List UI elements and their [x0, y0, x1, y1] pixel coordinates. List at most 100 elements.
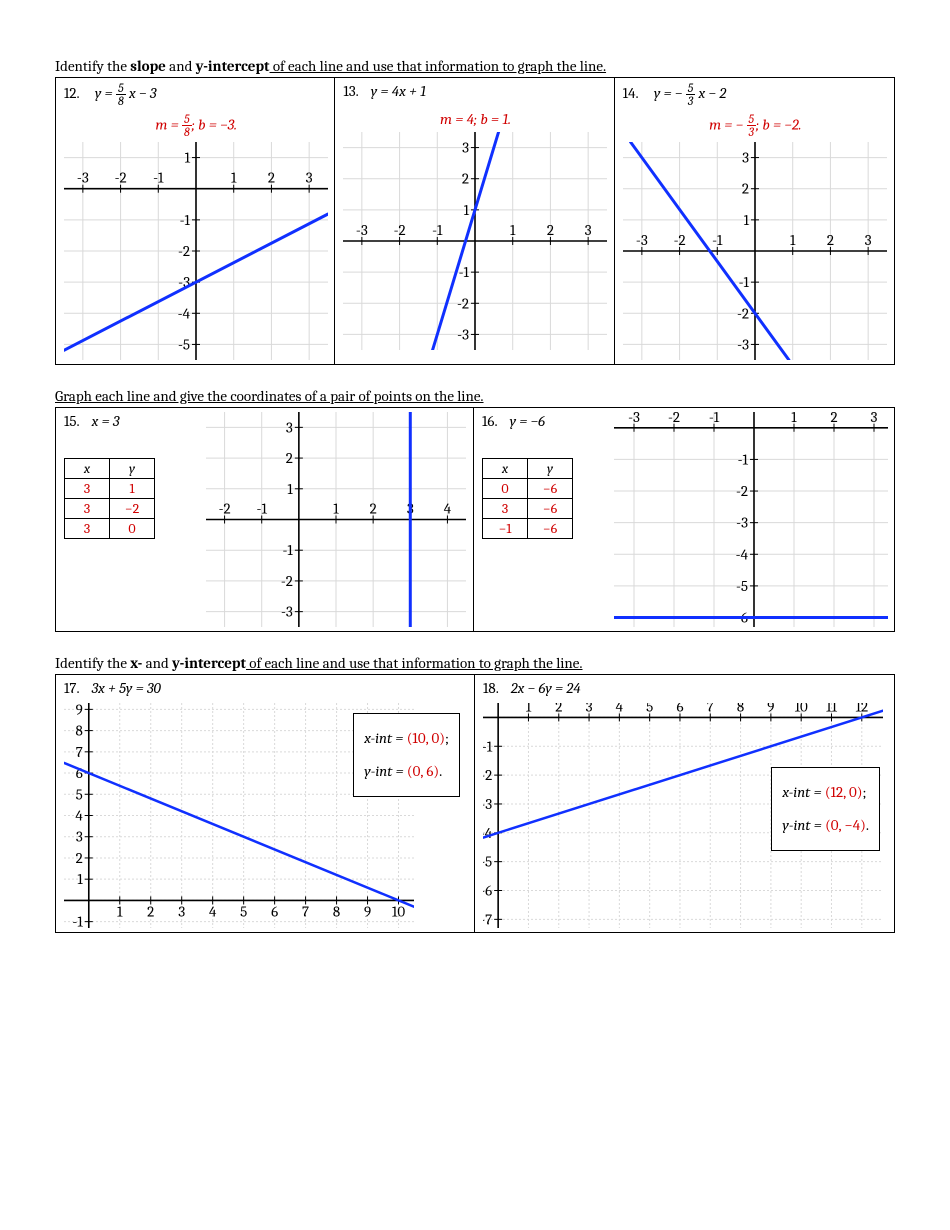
svg-text:3: 3 — [585, 221, 592, 239]
svg-text:-2: -2 — [219, 500, 231, 518]
svg-text:-4: -4 — [736, 545, 749, 563]
svg-text:3: 3 — [864, 231, 871, 249]
svg-text:2: 2 — [370, 500, 377, 518]
svg-text:8: 8 — [333, 902, 340, 920]
table-15: xy313−230 — [64, 458, 155, 539]
q13-answer: m = 4; b = 1. — [343, 110, 607, 128]
svg-text:10: 10 — [392, 902, 405, 920]
section3-title: Identify the x- and y-intercept of each … — [55, 654, 895, 672]
svg-text:-2: -2 — [115, 169, 127, 187]
svg-text:-4: -4 — [178, 304, 191, 322]
svg-text:-5: -5 — [483, 853, 492, 871]
svg-text:1: 1 — [791, 412, 797, 426]
intercept-box-17: x-int = (10, 0); y-int = (0, 6). — [353, 713, 460, 797]
section1-title: Identify the slope and y-intercept of ea… — [55, 57, 895, 75]
cell-13: 13.y = 4x + 1 m = 4; b = 1. -3-2-1123-3-… — [335, 78, 614, 364]
svg-text:-2: -2 — [673, 231, 685, 249]
q14-answer: m = − 53; b = −2. — [623, 113, 888, 138]
svg-text:1: 1 — [117, 902, 123, 920]
svg-text:-1: -1 — [459, 263, 470, 281]
row-17-18: 17.3x + 5y = 30 12345678910-1123456789 x… — [55, 674, 895, 933]
svg-text:-3: -3 — [356, 221, 368, 239]
q12-num: 12. — [64, 84, 80, 102]
graph-14: -3-2-1123-3-2-1123 — [623, 142, 887, 360]
svg-text:-3: -3 — [736, 514, 748, 532]
svg-text:3: 3 — [76, 828, 83, 846]
svg-text:1: 1 — [77, 870, 83, 888]
svg-text:-5: -5 — [178, 335, 190, 353]
svg-text:-1: -1 — [709, 412, 720, 426]
svg-text:7: 7 — [302, 902, 309, 920]
svg-text:-2: -2 — [737, 304, 749, 322]
svg-text:-5: -5 — [736, 577, 748, 595]
svg-text:6: 6 — [676, 703, 683, 715]
section2-title: Graph each line and give the coordinates… — [55, 387, 895, 405]
svg-text:-1: -1 — [712, 231, 723, 249]
svg-text:2: 2 — [268, 169, 275, 187]
svg-text:3: 3 — [306, 169, 313, 187]
svg-text:2: 2 — [555, 703, 562, 715]
svg-text:-1: -1 — [153, 169, 164, 187]
q12-answer: m = 58; b = −3. — [64, 113, 328, 138]
svg-text:5: 5 — [240, 902, 247, 920]
svg-text:-3: -3 — [636, 231, 648, 249]
svg-text:7: 7 — [76, 743, 83, 761]
svg-text:3: 3 — [178, 902, 185, 920]
svg-text:1: 1 — [526, 703, 532, 715]
svg-text:2: 2 — [827, 231, 834, 249]
svg-text:-1: -1 — [483, 737, 493, 755]
svg-text:1: 1 — [185, 149, 191, 167]
svg-text:-1: -1 — [180, 211, 191, 229]
row-12-14: 12. y = 58 x − 3 m = 58; b = −3. -3-2-11… — [55, 77, 895, 365]
svg-text:-3: -3 — [281, 603, 293, 621]
svg-text:2: 2 — [742, 180, 749, 198]
cell-18: 18.2x − 6y = 24 123456789101112-7-6-5-4-… — [475, 675, 894, 932]
svg-text:-1: -1 — [257, 500, 268, 518]
svg-text:-7: -7 — [483, 910, 492, 928]
svg-text:3: 3 — [586, 703, 593, 715]
svg-text:-6: -6 — [483, 882, 492, 900]
svg-text:-2: -2 — [668, 412, 680, 426]
intercept-box-18: x-int = (12, 0); y-int = (0, −4). — [771, 767, 880, 851]
svg-text:3: 3 — [871, 412, 878, 426]
svg-text:3: 3 — [742, 149, 749, 167]
svg-text:4: 4 — [75, 807, 83, 825]
cell-15: 15.x = 3 xy313−230 -2-11234-3-2-1123 — [56, 408, 474, 631]
svg-text:3: 3 — [286, 418, 293, 436]
svg-text:4: 4 — [444, 500, 452, 518]
svg-text:2: 2 — [76, 849, 83, 867]
table-16: xy0−63−6−1−6 — [482, 458, 573, 539]
svg-text:-2: -2 — [178, 242, 190, 260]
cell-12: 12. y = 58 x − 3 m = 58; b = −3. -3-2-11… — [56, 78, 335, 364]
svg-text:1: 1 — [287, 480, 293, 498]
svg-text:9: 9 — [767, 703, 774, 715]
svg-text:-2: -2 — [281, 572, 293, 590]
svg-text:-2: -2 — [736, 482, 748, 500]
svg-text:5: 5 — [646, 703, 653, 715]
svg-text:2: 2 — [830, 412, 837, 426]
svg-text:3: 3 — [462, 139, 469, 157]
svg-text:7: 7 — [707, 703, 714, 715]
svg-text:1: 1 — [743, 211, 749, 229]
svg-text:-2: -2 — [457, 294, 469, 312]
svg-text:-2: -2 — [483, 766, 492, 784]
svg-text:12: 12 — [856, 703, 869, 715]
svg-text:9: 9 — [364, 902, 371, 920]
svg-text:2: 2 — [547, 221, 554, 239]
svg-text:8: 8 — [75, 722, 82, 740]
graph-12: -3-2-1123-5-4-3-2-11 — [64, 142, 328, 360]
svg-text:-1: -1 — [432, 221, 443, 239]
svg-text:1: 1 — [333, 500, 339, 518]
svg-text:-3: -3 — [457, 325, 469, 343]
svg-text:-1: -1 — [738, 273, 749, 291]
svg-text:10: 10 — [795, 703, 808, 715]
svg-text:1: 1 — [231, 169, 237, 187]
svg-text:-3: -3 — [737, 335, 749, 353]
svg-text:-4: -4 — [483, 824, 493, 842]
svg-text:4: 4 — [616, 703, 624, 715]
cell-14: 14. y = − 53 x − 2 m = − 53; b = −2. -3-… — [615, 78, 894, 364]
svg-text:5: 5 — [76, 785, 83, 803]
svg-text:1: 1 — [464, 201, 470, 219]
svg-text:8: 8 — [737, 703, 744, 715]
svg-text:-3: -3 — [483, 795, 492, 813]
